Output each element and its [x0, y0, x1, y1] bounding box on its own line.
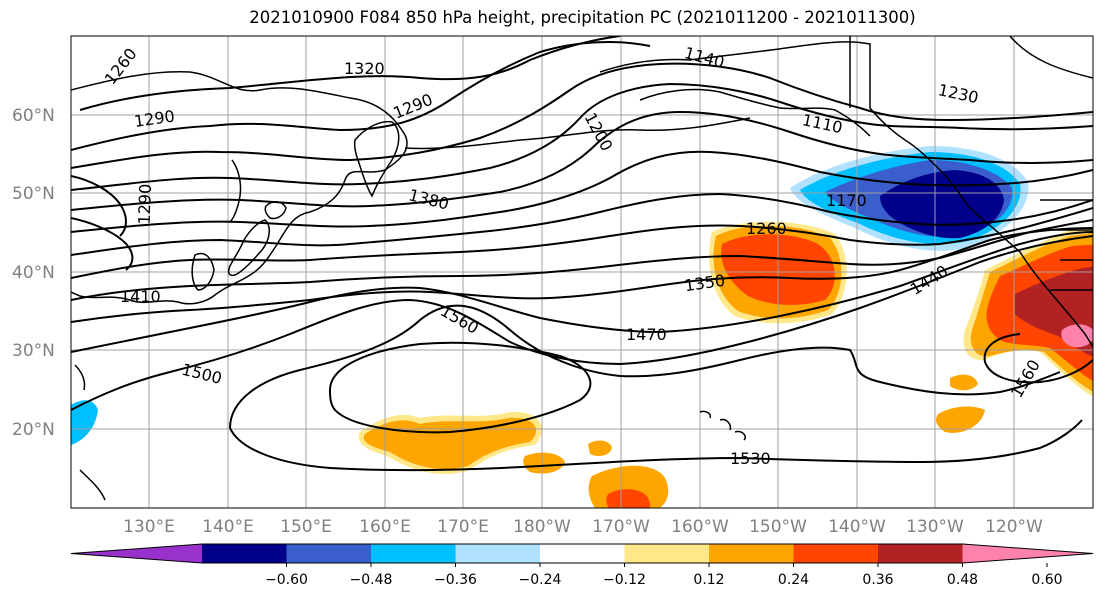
contour-line	[229, 419, 1083, 472]
contour-line	[79, 36, 621, 111]
lon-label: 130°E	[123, 517, 175, 537]
contour-line	[229, 304, 1061, 429]
colorbar-tick-label: 0.60	[1031, 572, 1062, 588]
contour-line	[71, 207, 1093, 279]
coast-canada-border	[849, 36, 1093, 201]
colorbar-tick-label: 0.24	[778, 572, 809, 588]
contour-line	[71, 62, 1093, 169]
lon-label: 160°E	[359, 517, 411, 537]
lon-label: 170°W	[592, 517, 650, 537]
colorbar-segment	[793, 544, 878, 563]
colorbar-tick-label: −0.12	[603, 572, 646, 588]
coast-hawaii	[699, 410, 747, 441]
lat-label-60n: 60°N	[12, 106, 55, 126]
colorbar-segment	[371, 544, 456, 563]
contour-label: 1470	[626, 325, 667, 344]
shade-pos-pink-na	[1061, 324, 1093, 348]
precip-shading	[71, 146, 1093, 508]
coast-alaska-peninsula	[639, 88, 871, 137]
plot-frame	[70, 35, 1094, 509]
lon-label: 160°W	[671, 517, 729, 537]
latitude-axis: 60°N 50°N 40°N 30°N 20°N	[12, 106, 55, 440]
colorbar-tick-label: −0.60	[265, 572, 308, 588]
coast-kamchatka	[353, 120, 400, 198]
lon-label: 170°E	[437, 517, 489, 537]
lat-label-50n: 50°N	[12, 184, 55, 204]
contour-line	[328, 341, 592, 434]
lat-label-40n: 40°N	[12, 263, 55, 283]
shade-neg-west	[71, 400, 98, 445]
colorbar-segment	[455, 544, 540, 563]
coast-asia-mainland	[71, 70, 408, 305]
colorbar-extend-low	[71, 544, 202, 563]
colorbar-tick-label: −0.24	[519, 572, 562, 588]
lat-label-20n: 20°N	[12, 420, 55, 440]
shade-pos-orange-island2	[936, 406, 985, 433]
contour-line	[71, 219, 1093, 301]
lon-label: 150°E	[280, 517, 332, 537]
lon-label: 130°W	[906, 517, 964, 537]
colorbar: −0.60 −0.48 −0.36 −0.24 −0.12 0.12 0.24 0.36 0.4…	[70, 543, 1094, 588]
lon-label: 150°W	[749, 517, 807, 537]
contour-label: 1410	[120, 287, 161, 306]
shade-pos-orange-blob2	[588, 440, 612, 456]
contour-label: 1170	[826, 191, 867, 210]
shade-pos-orange-blob	[523, 452, 565, 474]
contour-line	[71, 231, 1093, 353]
coast-sakhalin	[229, 159, 242, 223]
lon-label: 120°W	[985, 517, 1043, 537]
colorbar-segment	[540, 544, 625, 563]
contour-line	[71, 192, 1093, 256]
lon-label: 180°W	[513, 517, 571, 537]
colorbar-tick-label: 0.36	[862, 572, 893, 588]
colorbar-segment	[709, 544, 794, 563]
lon-label: 140°E	[202, 517, 254, 537]
contour-line	[71, 217, 134, 271]
map-title: 2021010900 F084 850 hPa height, precipit…	[249, 8, 916, 27]
colorbar-tick-label: −0.36	[434, 572, 477, 588]
contour-label: 1290	[135, 183, 155, 224]
colorbar-segment	[624, 544, 709, 563]
coast-alaska	[599, 41, 1093, 349]
colorbar-extend-high	[962, 544, 1093, 563]
height-contours	[71, 36, 1093, 472]
contour-line	[983, 333, 1093, 384]
contour-label: 1320	[344, 59, 385, 78]
coast-aleutians	[404, 117, 751, 150]
contour-line	[71, 150, 1093, 233]
coast-philippines	[74, 364, 106, 501]
colorbar-segment	[202, 544, 287, 563]
colorbar-outline	[70, 543, 1094, 564]
contour-label: 1260	[746, 219, 787, 238]
contour-line	[71, 110, 1093, 211]
contour-line	[71, 175, 127, 237]
lon-label: 140°W	[828, 517, 886, 537]
shade-pos-red-south	[606, 489, 651, 508]
colorbar-tick-label: −0.48	[350, 572, 393, 588]
contour-label: 1530	[730, 449, 771, 468]
colorbar-tick-label: 0.48	[947, 572, 978, 588]
colorbar-segment	[286, 544, 371, 563]
coastlines	[71, 36, 1093, 501]
lat-label-30n: 30°N	[12, 341, 55, 361]
contour-line	[71, 82, 1093, 191]
colorbar-segment	[878, 544, 963, 563]
shade-pos-orange-island	[950, 374, 978, 391]
shade-neg-dark-blue	[880, 170, 1004, 239]
contour-line	[71, 41, 651, 151]
longitude-axis: 130°E 140°E 150°E 160°E 170°E 180°W 170°…	[123, 517, 1043, 537]
colorbar-tick-label: 0.12	[693, 572, 724, 588]
coast-japan	[228, 219, 270, 277]
contour-line	[71, 227, 1093, 323]
